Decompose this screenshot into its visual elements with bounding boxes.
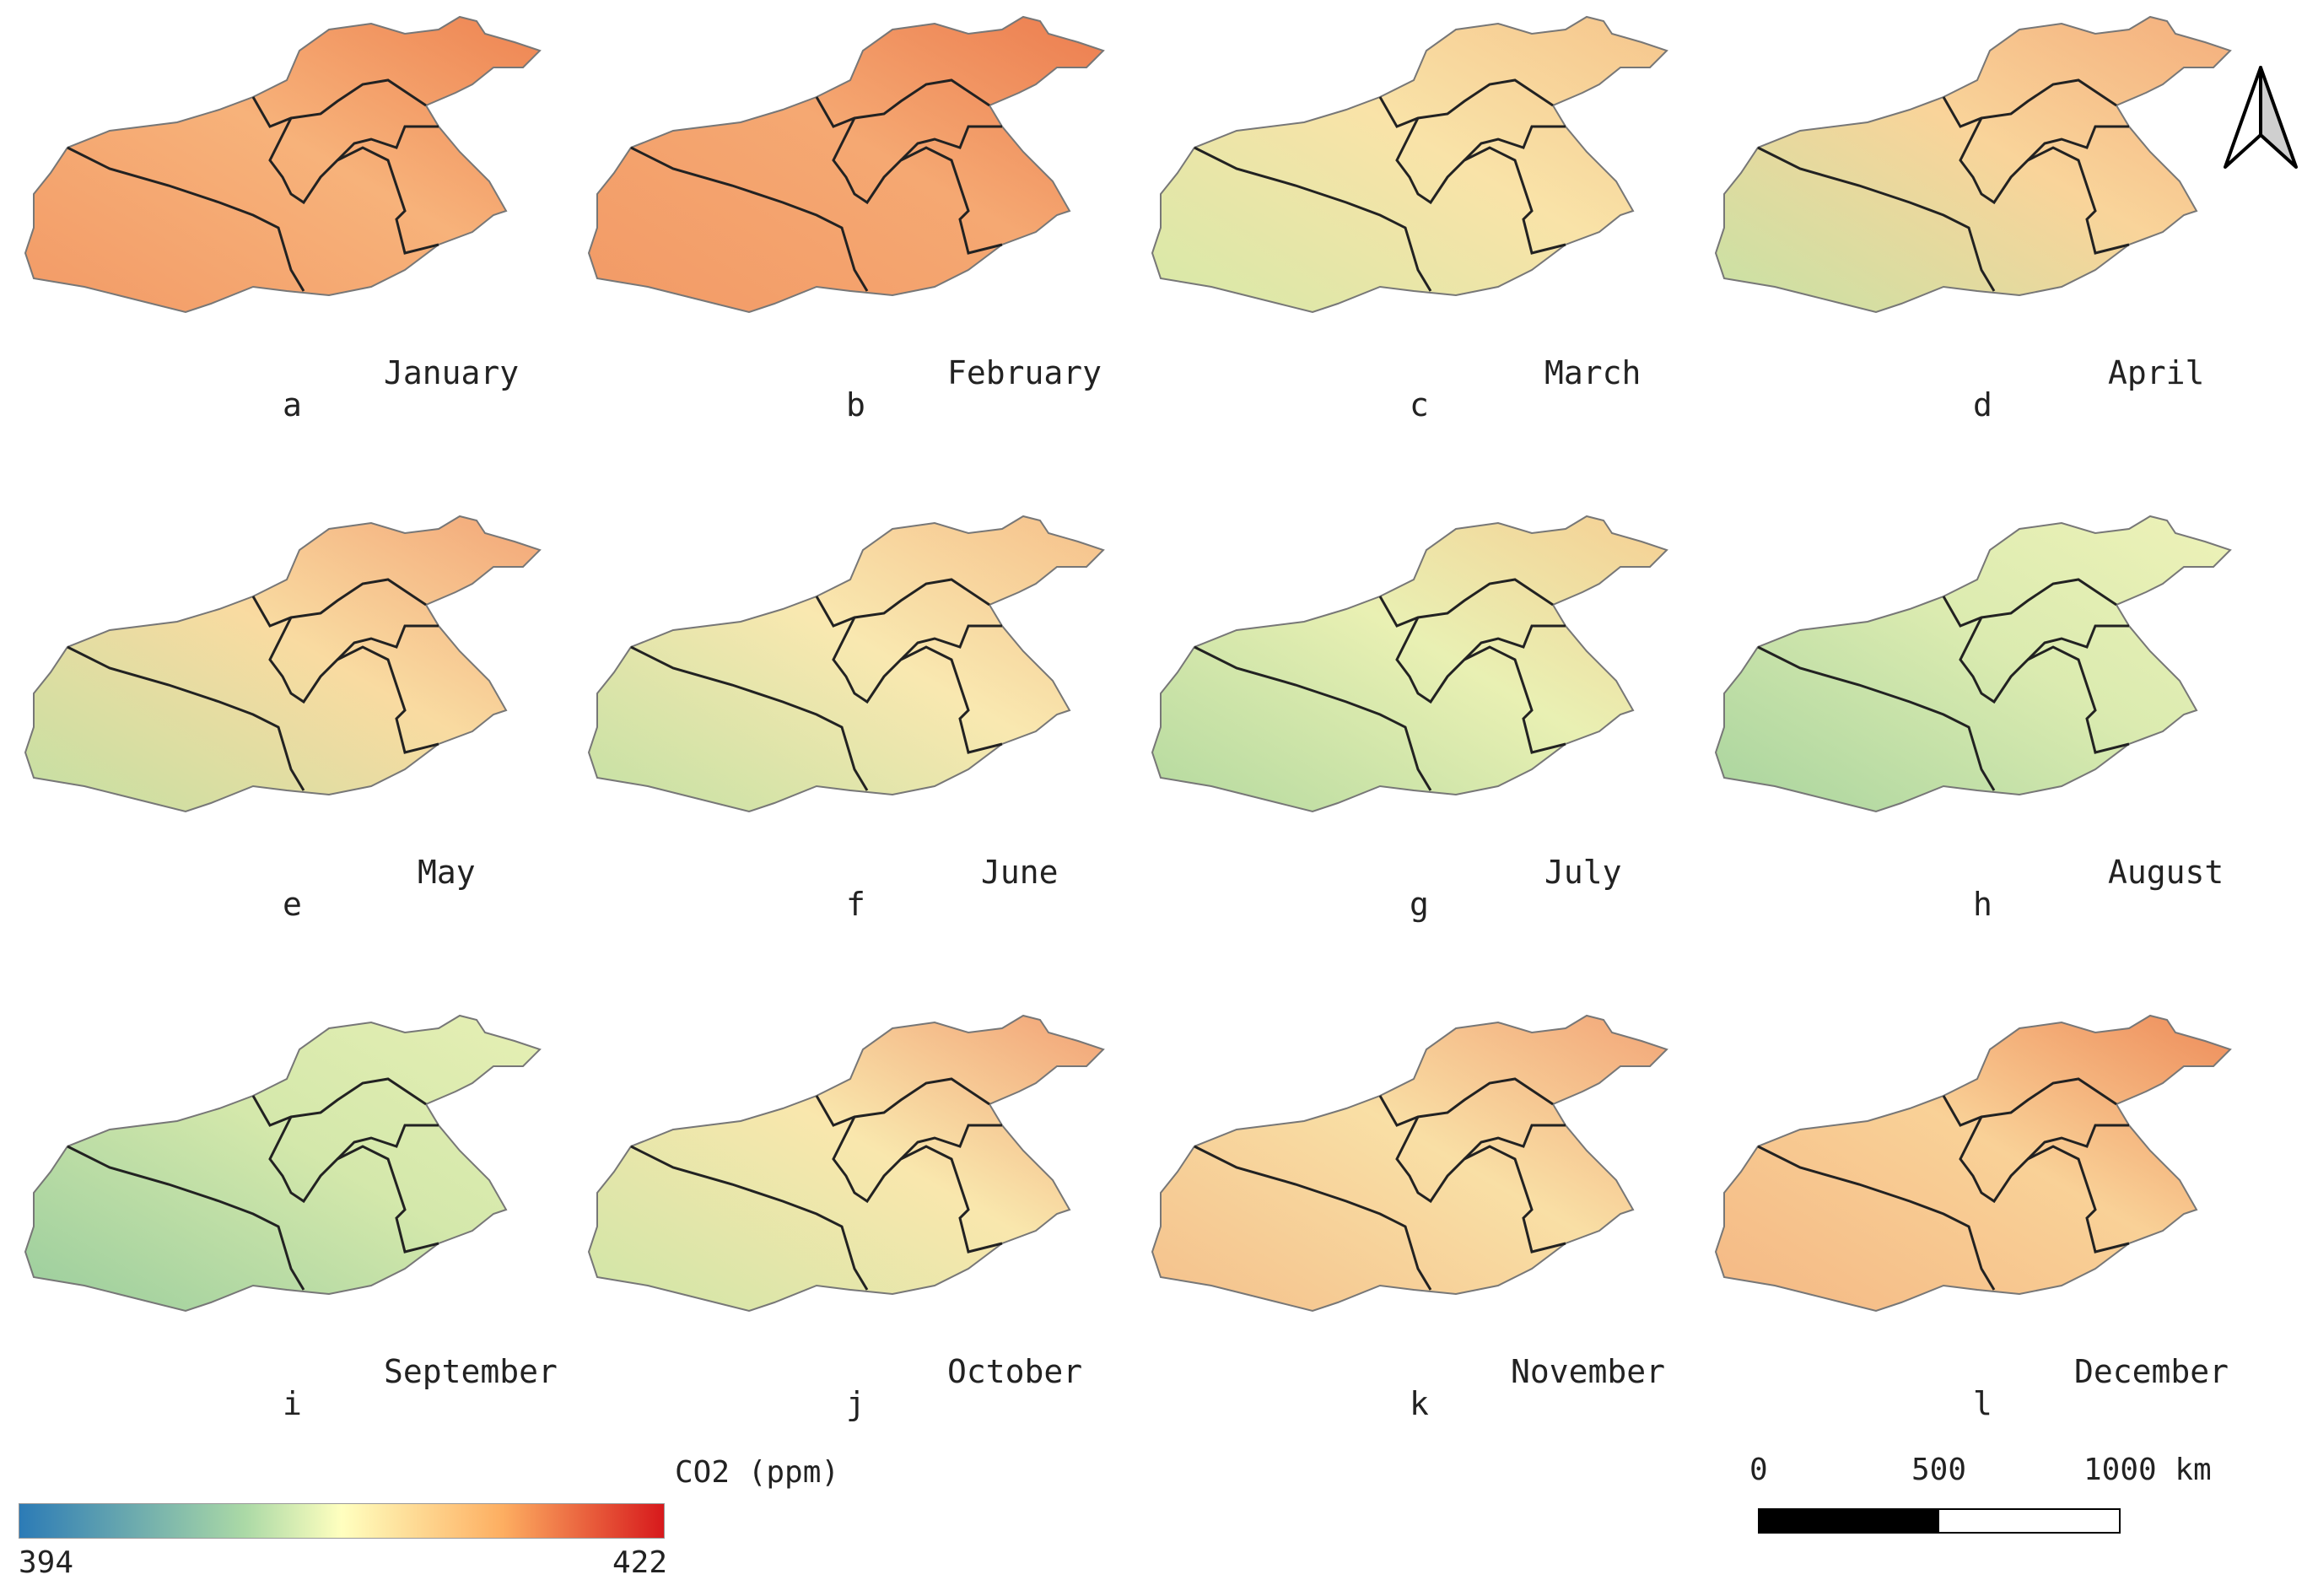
scalebar-label-500: 500 xyxy=(1911,1453,1967,1487)
colorbar-max-label: 422 xyxy=(612,1545,668,1580)
map-panel-g: July g xyxy=(1127,499,1684,972)
panel-letter: l xyxy=(1973,1385,1992,1422)
map-panel-k: November k xyxy=(1127,999,1684,1471)
region-map xyxy=(587,15,1105,314)
map-panel-l: December l xyxy=(1690,999,2247,1471)
month-label: October xyxy=(947,1353,1083,1390)
map-panel-f: June f xyxy=(563,499,1120,972)
month-label: July xyxy=(1544,854,1622,891)
map-panel-j: October j xyxy=(563,999,1120,1471)
month-label: June xyxy=(981,854,1059,891)
month-label: January xyxy=(384,354,520,391)
panel-letter: b xyxy=(846,386,865,423)
map-panel-c: March c xyxy=(1127,0,1684,472)
month-label: September xyxy=(384,1353,558,1390)
region-map xyxy=(24,15,542,314)
scalebar xyxy=(1758,1508,2121,1534)
scalebar-label-0: 0 xyxy=(1749,1453,1768,1487)
month-label: May xyxy=(418,854,476,891)
panel-letter: a xyxy=(283,386,302,423)
map-panel-i: September i xyxy=(0,999,558,1471)
region-map xyxy=(1151,1014,1668,1313)
region-map xyxy=(24,515,542,813)
region-map xyxy=(1714,515,2232,813)
panel-letter: g xyxy=(1410,886,1429,923)
colorbar-min-label: 394 xyxy=(19,1545,74,1580)
region-map xyxy=(1714,1014,2232,1313)
map-panel-d: April d xyxy=(1690,0,2247,472)
scalebar-black-segment xyxy=(1760,1510,1939,1532)
north-arrow-icon xyxy=(2224,66,2298,169)
month-label: February xyxy=(947,354,1102,391)
panel-letter: d xyxy=(1973,386,1992,423)
legend-title: CO2 (ppm) xyxy=(675,1455,840,1490)
region-map xyxy=(1151,515,1668,813)
panel-letter: i xyxy=(283,1385,302,1422)
panel-letter: f xyxy=(846,886,865,923)
panel-letter: h xyxy=(1973,886,1992,923)
month-label: August xyxy=(2108,854,2224,891)
region-map xyxy=(1151,15,1668,314)
region-map xyxy=(1714,15,2232,314)
month-label: April xyxy=(2108,354,2205,391)
month-label: March xyxy=(1544,354,1641,391)
month-label: November xyxy=(1511,1353,1666,1390)
panel-letter: c xyxy=(1410,386,1429,423)
panel-letter: j xyxy=(846,1385,865,1422)
map-panel-h: August h xyxy=(1690,499,2247,972)
map-panel-b: February b xyxy=(563,0,1120,472)
map-panel-a: January a xyxy=(0,0,557,472)
colorbar xyxy=(19,1503,665,1539)
scalebar-label-1000: 1000 km xyxy=(2084,1453,2212,1487)
region-map xyxy=(24,1014,542,1313)
region-map xyxy=(587,1014,1105,1313)
panel-letter: e xyxy=(283,886,302,923)
panel-letter: k xyxy=(1410,1385,1429,1422)
map-panel-e: May e xyxy=(0,499,557,972)
region-map xyxy=(587,515,1105,813)
month-label: December xyxy=(2074,1353,2229,1390)
